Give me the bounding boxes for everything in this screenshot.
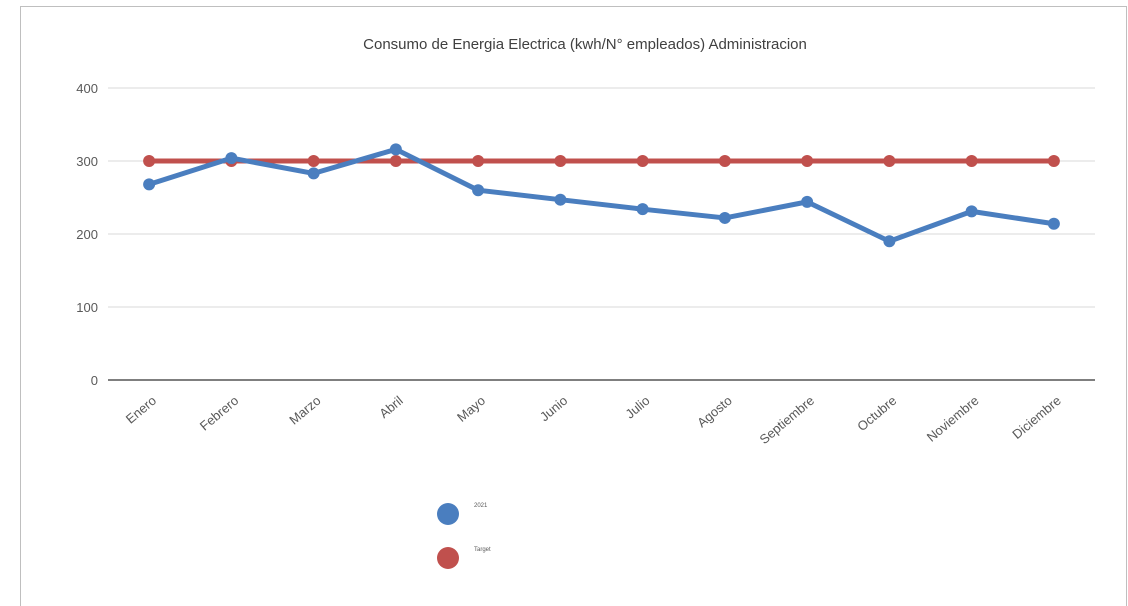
data-point <box>883 155 896 167</box>
x-tick-label: Enero <box>123 393 159 427</box>
x-tick-label: Diciembre <box>1009 393 1063 442</box>
legend-marker <box>437 547 459 569</box>
data-point <box>718 211 731 224</box>
legend-label: Target <box>474 547 491 553</box>
data-point <box>636 203 649 216</box>
data-point <box>143 155 156 167</box>
data-point <box>389 155 402 167</box>
x-tick-label: Noviembre <box>924 393 982 445</box>
x-tick-label: Abril <box>376 393 406 421</box>
data-point <box>636 155 649 167</box>
data-point <box>801 195 814 208</box>
x-tick-label: Octubre <box>854 393 899 434</box>
x-tick-label: Julio <box>622 393 652 422</box>
data-point <box>307 155 320 167</box>
data-point <box>965 155 978 167</box>
data-point <box>965 205 978 218</box>
data-point <box>472 155 485 167</box>
y-tick-label: 0 <box>91 373 98 388</box>
data-point <box>389 143 402 156</box>
legend-marker <box>437 503 459 525</box>
x-tick-label: Septiembre <box>756 393 817 447</box>
y-tick-label: 400 <box>76 81 98 96</box>
y-tick-label: 100 <box>76 300 98 315</box>
data-point <box>225 152 238 165</box>
y-tick-label: 300 <box>76 154 98 169</box>
chart-frame <box>20 6 1127 606</box>
x-tick-label: Agosto <box>694 393 735 431</box>
legend-label: 2021 <box>474 503 488 509</box>
x-tick-label: Marzo <box>286 393 323 428</box>
data-point <box>801 155 814 167</box>
data-point <box>1047 155 1060 167</box>
data-point <box>718 155 731 167</box>
data-point <box>307 167 320 180</box>
x-tick-label: Mayo <box>454 393 488 425</box>
x-tick-label: Junio <box>537 393 570 424</box>
chart-title: Consumo de Energia Electrica (kwh/N° emp… <box>363 36 807 53</box>
data-point <box>143 178 156 191</box>
data-point <box>472 184 485 197</box>
data-point <box>1047 217 1060 230</box>
y-tick-label: 200 <box>76 227 98 242</box>
data-point <box>554 155 567 167</box>
data-point <box>554 193 567 206</box>
series-line <box>148 146 1055 244</box>
x-tick-label: Febrero <box>197 393 242 434</box>
data-point <box>883 235 896 248</box>
